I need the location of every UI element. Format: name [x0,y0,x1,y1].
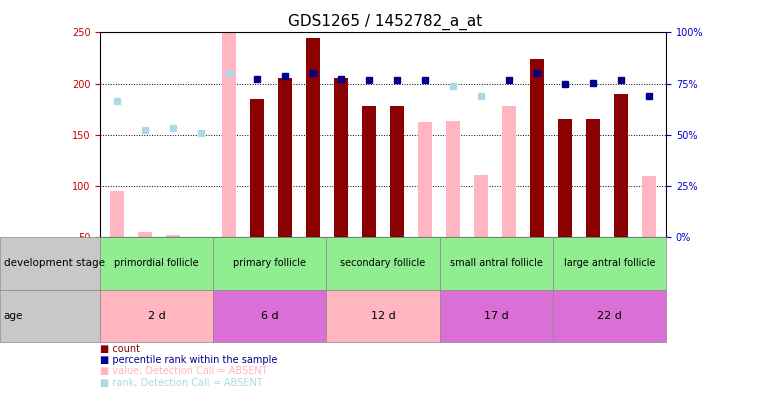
Bar [446,122,460,237]
Bar [138,232,152,237]
Text: ■ value, Detection Call = ABSENT: ■ value, Detection Call = ABSENT [100,367,268,376]
Text: GDS1265 / 1452782_a_at: GDS1265 / 1452782_a_at [288,14,482,30]
Bar [418,122,432,237]
Text: 17 d: 17 d [484,311,509,321]
Text: primary follicle: primary follicle [233,258,306,268]
Text: 12 d: 12 d [370,311,396,321]
Text: large antral follicle: large antral follicle [564,258,655,268]
Text: age: age [4,311,23,321]
Bar [362,106,376,237]
Text: ■ rank, Detection Call = ABSENT: ■ rank, Detection Call = ABSENT [100,378,263,388]
Text: 22 d: 22 d [597,311,622,321]
Bar [306,38,320,237]
Bar [642,176,656,237]
Bar [558,119,572,237]
Bar [278,79,292,237]
Bar [250,99,264,237]
Text: 2 d: 2 d [148,311,166,321]
Bar [474,175,488,237]
Bar [502,106,516,237]
Text: ■ count: ■ count [100,344,140,354]
Bar [531,59,544,237]
Text: primordial follicle: primordial follicle [115,258,199,268]
Bar [110,191,124,237]
Text: development stage: development stage [4,258,105,268]
Bar [110,222,124,237]
Bar [390,106,404,237]
Bar [222,32,236,237]
Text: ■ percentile rank within the sample: ■ percentile rank within the sample [100,355,277,365]
Bar [614,94,628,237]
Bar [334,79,348,237]
Bar [166,235,180,237]
Text: secondary follicle: secondary follicle [340,258,426,268]
Bar [586,119,600,237]
Text: small antral follicle: small antral follicle [450,258,543,268]
Text: 6 d: 6 d [261,311,279,321]
